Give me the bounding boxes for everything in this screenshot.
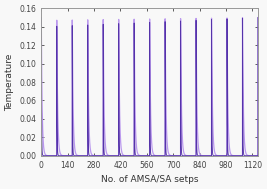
X-axis label: No. of AMSA/SA setps: No. of AMSA/SA setps xyxy=(101,175,198,184)
Y-axis label: Temperature: Temperature xyxy=(5,53,14,111)
